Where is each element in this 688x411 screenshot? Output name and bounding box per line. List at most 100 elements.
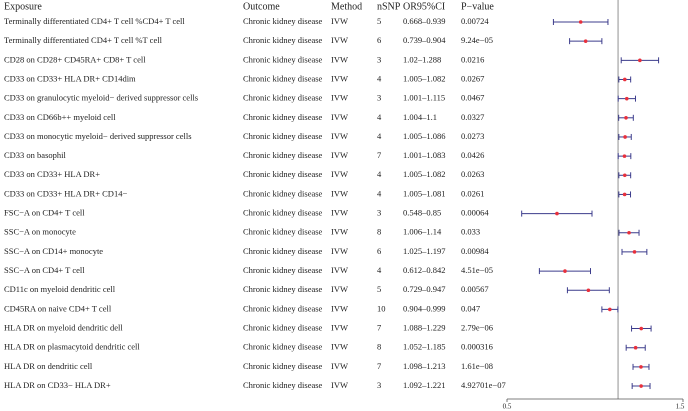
ci-label: 1.005–1.081: [403, 188, 446, 198]
point-estimate: [633, 345, 638, 350]
p-value: 0.0467: [461, 93, 484, 103]
method: IVW: [331, 323, 348, 333]
column-header: Method: [331, 1, 362, 12]
ci-label: 1.005–1.082: [403, 169, 446, 179]
nsnp: 7: [377, 361, 381, 371]
ci-label: 1.092–1.221: [403, 380, 446, 390]
nsnp: 3: [377, 54, 381, 64]
ci-label: 1.001–1.083: [403, 150, 446, 160]
ci-label: 1.005–1.082: [403, 73, 446, 83]
p-value: 0.0426: [461, 150, 484, 160]
ci-label: 0.729–0.947: [403, 284, 446, 294]
ci-label: 0.548–0.85: [403, 208, 441, 218]
method: IVW: [331, 342, 348, 352]
point-estimate: [624, 116, 628, 120]
outcome: Chronic kidney disease: [243, 342, 323, 352]
method: IVW: [331, 246, 348, 256]
nsnp: 4: [377, 131, 382, 141]
column-header: nSNP: [377, 1, 401, 12]
method: IVW: [331, 208, 348, 218]
method: IVW: [331, 361, 348, 371]
ci-label: 1.005–1.086: [403, 131, 446, 141]
outcome: Chronic kidney disease: [243, 246, 323, 256]
outcome: Chronic kidney disease: [243, 265, 323, 275]
p-value: 0.000316: [461, 342, 493, 352]
outcome: Chronic kidney disease: [243, 35, 323, 45]
outcome: Chronic kidney disease: [243, 208, 323, 218]
point-estimate: [623, 135, 627, 139]
p-value: 1.61e−08: [461, 361, 493, 371]
outcome: Chronic kidney disease: [243, 361, 323, 371]
method: IVW: [331, 73, 348, 83]
p-value: 0.00724: [461, 16, 489, 26]
method: IVW: [331, 265, 348, 275]
p-value: 2.79e−06: [461, 323, 493, 333]
ci-label: 1.025–1.197: [403, 246, 446, 256]
ci-label: 1.004–1.1: [403, 112, 437, 122]
point-estimate: [622, 154, 627, 158]
point-estimate: [578, 20, 583, 24]
exposure: CD33 on CD66b++ myeloid cell: [4, 112, 116, 122]
point-estimate: [563, 269, 567, 273]
p-value: 0.0263: [461, 169, 484, 179]
method: IVW: [331, 54, 348, 64]
method: IVW: [331, 169, 348, 179]
point-estimate: [624, 96, 629, 101]
nsnp: 7: [377, 323, 381, 333]
method: IVW: [331, 93, 348, 103]
point-estimate: [586, 288, 591, 293]
p-value: 4.92701e−07: [461, 380, 506, 390]
x-tick-label: 1.5: [676, 403, 685, 411]
exposure: SSC−A on monocyte: [4, 227, 76, 237]
column-header: Exposure: [4, 1, 42, 12]
outcome: Chronic kidney disease: [243, 112, 323, 122]
exposure: HLA DR on dendritic cell: [4, 361, 93, 371]
ci-label: 1.088–1.229: [403, 323, 446, 333]
method: IVW: [331, 227, 348, 237]
exposure: CD33 on CD33+ HLA DR+ CD14dim: [4, 73, 136, 83]
method: IVW: [331, 150, 348, 160]
point-estimate: [632, 250, 637, 254]
p-value: 0.00984: [461, 246, 489, 256]
exposure: FSC−A on CD4+ T cell: [4, 208, 85, 218]
nsnp: 8: [377, 342, 381, 352]
method: IVW: [331, 16, 348, 26]
exposure: CD33 on basophil: [4, 150, 67, 160]
outcome: Chronic kidney disease: [243, 284, 323, 294]
p-value: 0.047: [461, 303, 480, 313]
p-value: 0.0267: [461, 73, 484, 83]
point-estimate: [638, 58, 642, 63]
outcome: Chronic kidney disease: [243, 169, 323, 179]
p-value: 0.0216: [461, 54, 484, 64]
ci-label: 1.006–1.14: [403, 227, 442, 237]
method: IVW: [331, 303, 348, 313]
outcome: Chronic kidney disease: [243, 150, 323, 160]
method: IVW: [331, 112, 348, 122]
exposure: CD28 on CD28+ CD45RA+ CD8+ T cell: [4, 54, 146, 64]
outcome: Chronic kidney disease: [243, 16, 323, 26]
nsnp: 5: [377, 284, 381, 294]
nsnp: 7: [377, 150, 381, 160]
ci-label: 0.668–0.939: [403, 16, 446, 26]
exposure: SSC−A on CD14+ monocyte: [4, 246, 103, 256]
outcome: Chronic kidney disease: [243, 380, 323, 390]
point-estimate: [627, 230, 631, 235]
exposure: HLA DR on CD33− HLA DR+: [4, 380, 111, 390]
point-estimate: [622, 173, 627, 178]
exposure: CD45RA on naive CD4+ T cell: [4, 303, 112, 313]
point-estimate: [639, 384, 643, 388]
method: IVW: [331, 380, 348, 390]
ci-label: 1.02–1.288: [403, 54, 441, 64]
point-estimate: [639, 365, 643, 369]
exposure: Terminally differentiated CD4+ T cell %C…: [4, 16, 185, 26]
column-header: OR95%CI: [403, 1, 445, 12]
ci-label: 0.904–0.999: [403, 303, 446, 313]
method: IVW: [331, 284, 348, 294]
p-value: 0.00567: [461, 284, 489, 294]
nsnp: 4: [377, 73, 382, 83]
point-estimate: [555, 211, 559, 216]
p-value: 0.00064: [461, 208, 489, 218]
exposure: CD33 on CD33+ HLA DR+: [4, 169, 100, 179]
outcome: Chronic kidney disease: [243, 323, 323, 333]
